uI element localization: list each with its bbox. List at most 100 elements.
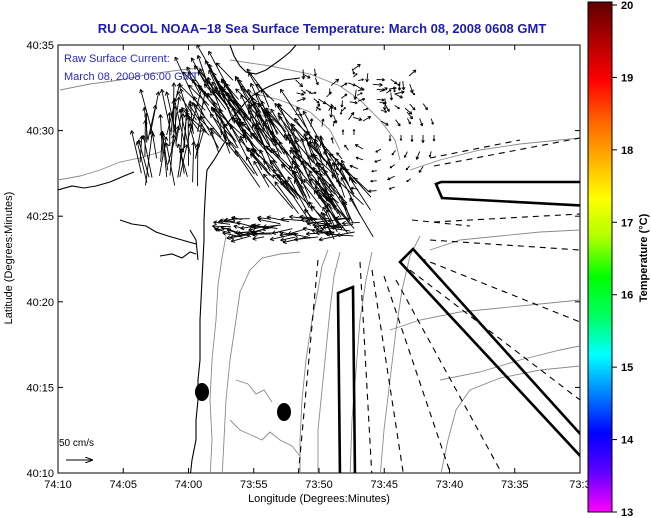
- current-vector-head: [215, 229, 220, 232]
- current-vector-head: [316, 229, 321, 232]
- current-vector-head: [241, 122, 247, 126]
- current-vector-head: [240, 228, 245, 231]
- current-vector: [339, 194, 351, 222]
- current-vector: [265, 107, 287, 133]
- current-vector-head: [256, 83, 261, 86]
- current-vector-head: [299, 113, 303, 116]
- current-vector: [252, 132, 273, 154]
- current-vector: [138, 139, 150, 178]
- current-vector-head: [179, 83, 182, 88]
- current-vector: [315, 103, 320, 111]
- current-vector: [221, 79, 239, 100]
- current-vector-head: [199, 68, 204, 72]
- current-vector: [207, 92, 224, 123]
- current-vector-head: [326, 209, 331, 213]
- current-vector-head: [175, 125, 180, 130]
- colorbar-tick-label: 19: [621, 72, 633, 84]
- current-vector-head: [289, 216, 293, 220]
- radial-line: [411, 219, 471, 227]
- current-vector-head: [174, 56, 179, 60]
- current-vector-head: [278, 116, 280, 121]
- current-vector-head: [131, 130, 135, 134]
- coverage-box-southeast: [398, 247, 580, 458]
- current-vector: [354, 89, 357, 100]
- colorbar-tick-label: 20: [621, 0, 633, 12]
- current-vector-head: [250, 97, 252, 102]
- current-vector: [304, 161, 336, 195]
- current-vector: [312, 153, 317, 160]
- current-vector: [379, 87, 388, 93]
- current-vector-head: [341, 159, 345, 163]
- current-vector-head: [267, 111, 272, 115]
- current-vector-head: [311, 228, 316, 231]
- current-vector-head: [355, 157, 359, 160]
- current-vector: [230, 125, 252, 165]
- current-vector-head: [291, 124, 296, 127]
- current-vector: [349, 165, 358, 170]
- current-vector: [358, 78, 364, 82]
- current-vector-head: [167, 112, 170, 117]
- current-vector-head: [171, 82, 175, 87]
- current-vector-head: [315, 170, 320, 173]
- current-vector-head: [272, 174, 275, 179]
- current-vector-head: [220, 226, 225, 231]
- x-tick-label: 73:50: [305, 479, 333, 491]
- current-vector-head: [247, 104, 249, 109]
- current-vector-head: [181, 108, 184, 114]
- current-vector-head: [246, 233, 251, 236]
- current-vector-head: [287, 176, 292, 180]
- current-vector-head: [294, 117, 299, 121]
- current-vector-head: [386, 122, 389, 126]
- current-vector-head: [259, 149, 264, 153]
- current-vector-head: [429, 155, 432, 158]
- current-vector-head: [312, 166, 317, 170]
- current-vector: [249, 153, 274, 178]
- current-vector: [376, 78, 385, 81]
- current-vector: [356, 92, 363, 96]
- current-vector: [386, 89, 392, 94]
- current-vector: [239, 135, 250, 153]
- current-vector-head: [371, 170, 374, 173]
- current-vector: [165, 142, 176, 186]
- current-vector-head: [401, 91, 405, 95]
- contour-line: [229, 59, 361, 101]
- current-vector: [251, 148, 267, 164]
- current-vector-head: [210, 113, 215, 116]
- current-vector-head: [214, 228, 218, 232]
- current-vector: [312, 166, 334, 204]
- contour-line: [221, 251, 301, 473]
- current-vector-head: [158, 114, 161, 119]
- current-vector-head: [292, 149, 297, 153]
- current-vector-head: [248, 110, 253, 113]
- current-vector-head: [305, 136, 309, 140]
- colorbar-ticks: 20 19 18 17 16 15 14 13: [612, 0, 634, 518]
- current-vector-head: [335, 226, 340, 229]
- current-vector-head: [385, 102, 387, 105]
- current-vector-head: [241, 123, 244, 128]
- current-vector: [222, 232, 243, 238]
- colorbar: [587, 1, 613, 513]
- current-vector-head: [266, 215, 271, 218]
- contour-line: [235, 379, 273, 403]
- current-vector-head: [322, 192, 327, 195]
- current-vector-head: [309, 91, 312, 94]
- current-vector-head: [210, 127, 213, 133]
- current-vector: [262, 122, 282, 144]
- current-vector: [251, 225, 277, 233]
- current-vector-head: [301, 137, 305, 142]
- current-vector-head: [179, 88, 181, 93]
- current-vector-head: [303, 75, 306, 80]
- current-vector-head: [330, 114, 334, 118]
- current-vector: [379, 101, 385, 104]
- current-vector-head: [404, 155, 407, 158]
- current-vector-head: [257, 218, 262, 223]
- current-vector: [296, 97, 306, 102]
- current-vector-head: [331, 162, 334, 167]
- current-vector: [305, 89, 312, 94]
- current-vector: [355, 157, 364, 161]
- current-vector-head: [172, 98, 175, 103]
- current-vector-head: [278, 141, 281, 146]
- colorbar-tick-label: 17: [621, 217, 633, 229]
- current-vector-head: [247, 88, 252, 93]
- current-vector-head: [235, 88, 240, 91]
